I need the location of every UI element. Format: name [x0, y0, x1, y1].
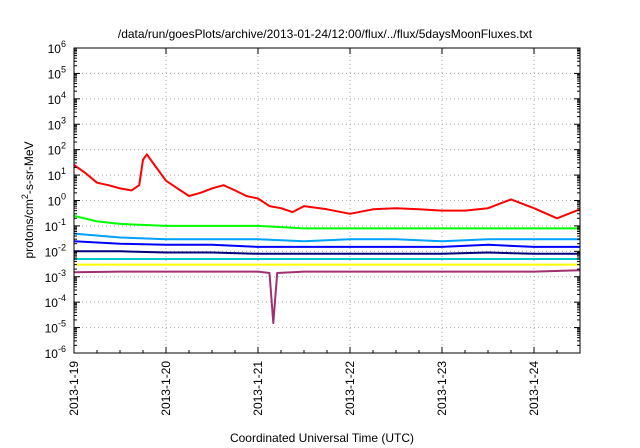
y-tick-label: 104 — [48, 90, 66, 107]
x-tick-label: 2013-1-20 — [159, 361, 173, 416]
x-tick-label: 2013-1-19 — [67, 361, 81, 416]
chart-series — [73, 153, 581, 325]
y-tick-label: 10-4 — [45, 293, 66, 310]
x-tick-label: 2013-1-24 — [527, 361, 541, 416]
y-tick-label: 10-1 — [45, 217, 66, 234]
y-tick-label: 10-3 — [45, 268, 66, 285]
y-tick-label: 105 — [48, 64, 66, 81]
y-tick-label: 106 — [48, 39, 66, 56]
x-tick-label: 2013-1-23 — [435, 361, 449, 416]
y-axis-label: protons/cm2-s-sr-MeV — [20, 141, 36, 258]
y-tick-label: 10-5 — [45, 319, 66, 336]
y-tick-label: 101 — [48, 166, 66, 183]
chart-grid — [73, 47, 580, 354]
y-tick-label: 10-6 — [45, 344, 66, 361]
y-tick-label: 102 — [48, 141, 66, 158]
series-line-8 — [73, 269, 581, 325]
y-tick-label: 10-2 — [45, 242, 66, 259]
series-line-5 — [74, 250, 580, 255]
series-line-4 — [73, 240, 580, 248]
chart-title: /data/run/goesPlots/archive/2013-01-24/1… — [118, 27, 533, 41]
x-tick-label: 2013-1-22 — [343, 361, 357, 416]
x-axis-label: Coordinated Universal Time (UTC) — [230, 431, 414, 445]
series-line-1 — [73, 153, 581, 220]
chart-ticks: 10-6 10-5 10-4 10-3 10-2 10-1 100 101 102 103 104 1… — [45, 39, 581, 416]
series-line-3 — [73, 232, 580, 243]
y-tick-label: 103 — [48, 115, 66, 132]
x-tick-label: 2013-1-21 — [251, 361, 265, 416]
series-line-2 — [73, 214, 580, 230]
y-tick-label: 100 — [48, 192, 66, 209]
